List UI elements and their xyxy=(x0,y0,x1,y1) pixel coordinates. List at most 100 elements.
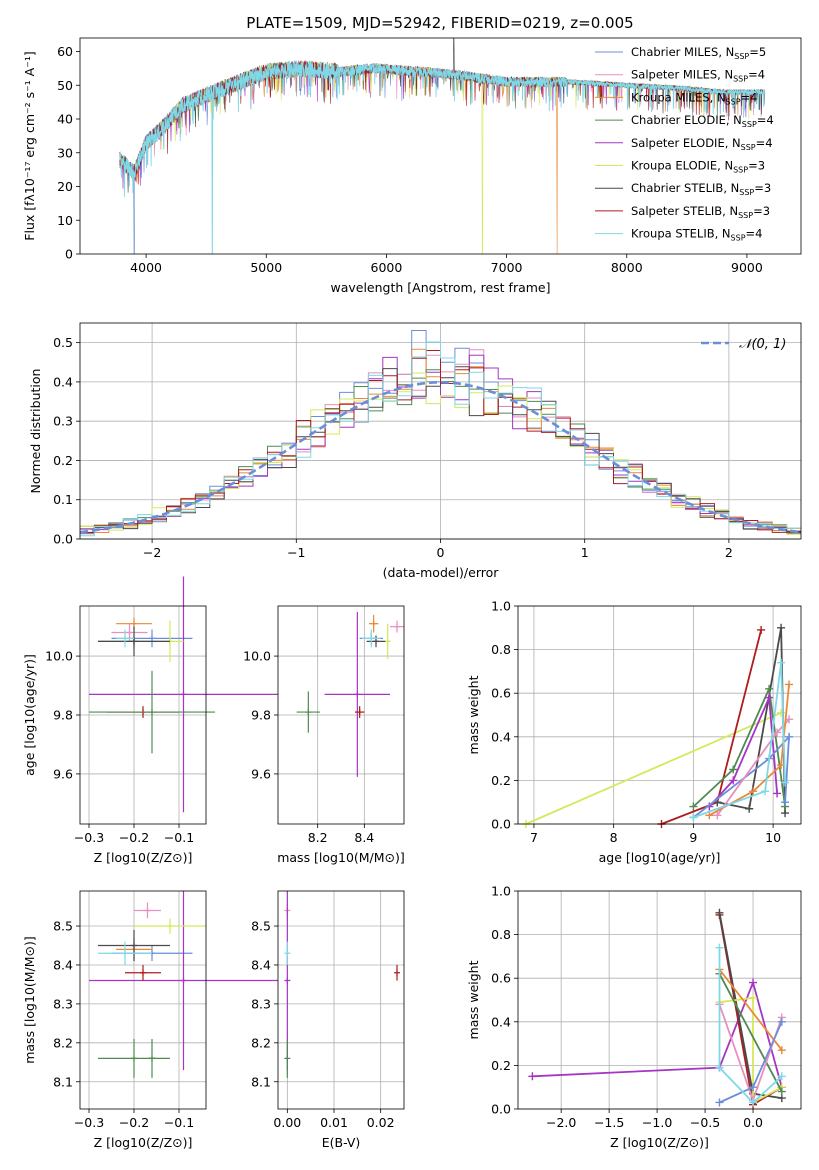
spectrum-xtick-label: 9000 xyxy=(731,260,763,275)
z_weight-marker xyxy=(777,1017,786,1026)
ebv_mass-xlabel: E(B-V) xyxy=(322,1135,361,1150)
z_mass-point xyxy=(131,942,137,949)
spectrum-xtick-label: 6000 xyxy=(371,260,403,275)
spectrum-xlabel: wavelength [Angstrom, rest frame] xyxy=(330,280,550,295)
age_weight-marker xyxy=(777,658,786,667)
age_weight-marker xyxy=(773,728,782,737)
ebv_mass-point xyxy=(394,969,400,976)
z_weight-marker xyxy=(777,1046,786,1055)
age_weight-plot-area xyxy=(521,623,794,828)
residuals-xtick-label: 1 xyxy=(581,545,589,560)
z_age-xtick-label: −0.1 xyxy=(164,830,194,845)
age_weight-ytick-label: 0.2 xyxy=(491,773,511,788)
z_weight-frame xyxy=(517,890,802,1110)
z_weight-ytick-label: 0.8 xyxy=(491,927,511,942)
ebv_mass-frame xyxy=(277,890,405,1110)
spectrum-legend-label: Salpeter ELODIE, NSSP=4 xyxy=(631,136,773,152)
residuals-ytick-label: 0.3 xyxy=(53,414,73,429)
z_mass-plot-area xyxy=(89,891,278,1078)
spectrum-ytick-label: 20 xyxy=(57,179,73,194)
z_mass-point xyxy=(149,1055,155,1062)
z_weight-marker xyxy=(715,943,724,952)
mass_age-axes: 8.2 8.4 9.6 9.8 10.0 mass [log10(M/M⊙)] xyxy=(243,605,405,865)
z_mass-ytick-label: 8.1 xyxy=(53,1074,73,1089)
mass_age-plot-area xyxy=(296,611,404,777)
spectrum-axes: 4000 5000 6000 7000 8000 9000 0 10 20 30 40 50 60 wav… xyxy=(22,37,802,295)
z_weight-ytick-label: 0.2 xyxy=(491,1058,511,1073)
plot-layer: 4000 5000 6000 7000 8000 90000102030405060wav… xyxy=(22,37,802,1150)
z_mass-ytick-label: 8.3 xyxy=(53,996,73,1011)
mass_age-frame xyxy=(277,605,405,825)
age_weight-marker xyxy=(757,625,766,634)
age_weight-marker xyxy=(765,684,774,693)
z_age-axes: −0.3 −0.2 −0.1 9.6 9.8 10.0 Z [log10(Z/Z⊙)] age… xyxy=(22,605,207,865)
mass_age-point xyxy=(384,638,391,645)
z_mass-xtick-label: −0.2 xyxy=(119,1115,149,1130)
spectrum-panel: 4000 5000 6000 7000 8000 9000 0 10 20 30 40 50 60 wav… xyxy=(22,37,802,295)
z_weight-series-line xyxy=(718,947,783,1104)
z_weight-marker xyxy=(715,1098,724,1107)
spectrum-xtick-label: 7000 xyxy=(491,260,523,275)
age_weight-marker xyxy=(729,776,738,785)
age_weight-marker xyxy=(765,693,774,702)
z_weight-series-line xyxy=(718,912,782,1099)
mass_age-point xyxy=(305,709,312,716)
spectrum-ytick-label: 30 xyxy=(57,145,73,160)
age_weight-ytick-label: 0.0 xyxy=(491,817,511,832)
z_age-ytick-label: 10.0 xyxy=(45,649,73,664)
normal-curve xyxy=(79,380,799,534)
z_age-point xyxy=(149,635,155,642)
z_weight-xlabel: Z [log10(Z/Z⊙)] xyxy=(610,1135,709,1150)
age_weight-series-line xyxy=(525,711,782,825)
z_weight-marker xyxy=(528,1072,537,1081)
normal-legend-label: 𝒩(0, 1) xyxy=(739,337,786,352)
z_age-ytick-label: 9.6 xyxy=(53,766,73,781)
residual-histogram-8 xyxy=(80,341,801,537)
age_weight-marker xyxy=(773,789,782,798)
ebv_mass-xtick-label: 0.01 xyxy=(320,1115,348,1130)
mass_age-ytick-label: 9.6 xyxy=(251,766,271,781)
residuals-panel: −2 −1 0 1 2 0.0 0.1 0.2 0.3 0.4 0.5 (data-model)/er… xyxy=(28,322,802,580)
age_weight-marker xyxy=(785,732,794,741)
spectrum-legend-label: Salpeter MILES, NSSP=4 xyxy=(631,68,765,84)
z_age-panel: −0.3 −0.2 −0.1 9.6 9.8 10.0 Z [log10(Z/Z⊙)] age… xyxy=(22,576,278,865)
spectrum-legend-label: Chabrier STELIB, NSSP=3 xyxy=(631,181,771,197)
z_weight-ytick-label: 0.6 xyxy=(491,971,511,986)
z_weight-series-line xyxy=(532,979,783,1088)
age_weight-series-line xyxy=(708,697,778,808)
age_weight-ytick-label: 1.0 xyxy=(491,599,511,614)
z_weight-ytick-label: 0.4 xyxy=(491,1014,511,1029)
mass_age-point xyxy=(394,623,400,630)
z_age-plot-area xyxy=(89,576,278,813)
ebv_mass-point xyxy=(284,950,291,957)
z_weight-marker xyxy=(749,993,758,1002)
ebv_mass-ytick-label: 8.2 xyxy=(251,1035,271,1050)
mass_age-ytick-label: 10.0 xyxy=(243,649,271,664)
ebv_mass-panel: 0.00 0.01 0.02 8.1 8.2 8.3 8.4 8.5 E(B-V) xyxy=(251,890,405,1150)
spectrum-legend-label: Kroupa ELODIE, NSSP=3 xyxy=(631,159,765,175)
age_weight-marker xyxy=(749,787,758,796)
age_weight-series-line xyxy=(692,734,791,819)
spectrum-ytick-label: 50 xyxy=(57,78,73,93)
residuals-xtick-label: 0 xyxy=(437,545,445,560)
z_age-ytick-label: 9.8 xyxy=(53,708,73,723)
z_weight-series-line xyxy=(718,973,783,1093)
z_mass-point xyxy=(122,950,128,957)
ebv_mass-ytick-label: 8.4 xyxy=(251,957,271,972)
z_mass-ytick-label: 8.4 xyxy=(53,957,73,972)
spectrum-ytick-label: 10 xyxy=(57,213,73,228)
age_weight-ylabel: mass weight xyxy=(466,675,481,754)
z_mass-point xyxy=(180,977,187,984)
residuals-xtick-label: −1 xyxy=(287,545,305,560)
residuals-ylabel: Normed distribution xyxy=(28,369,43,494)
mass_age-point xyxy=(373,638,379,645)
age_weight-frame xyxy=(517,605,802,825)
mass_age-point xyxy=(368,635,375,642)
age_weight-marker xyxy=(761,787,770,796)
z_age-ylabel: age [log10(age/yr)] xyxy=(22,654,37,776)
z_weight-series-line xyxy=(718,968,783,1051)
age_weight-marker xyxy=(713,811,722,820)
z_mass-point xyxy=(167,923,173,930)
z_age-point xyxy=(149,709,155,716)
